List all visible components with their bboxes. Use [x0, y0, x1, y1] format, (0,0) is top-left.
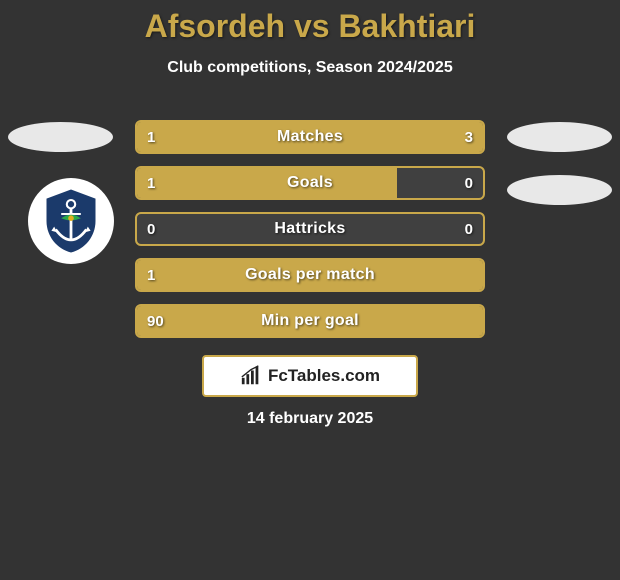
bar-goals: 1 Goals 0: [135, 166, 485, 200]
bar-label: Hattricks: [137, 214, 483, 244]
bar-right-value: 0: [455, 214, 483, 244]
player-right-oval-1: [507, 122, 612, 152]
bar-right-value: 3: [455, 122, 483, 152]
bar-label: Goals: [137, 168, 483, 198]
attribution-text: FcTables.com: [268, 366, 380, 386]
bar-label: Min per goal: [137, 306, 483, 336]
player-right-oval-2: [507, 175, 612, 205]
bar-min-per-goal: 90 Min per goal: [135, 304, 485, 338]
attribution-link[interactable]: FcTables.com: [202, 355, 418, 397]
club-badge: [28, 178, 114, 264]
bar-goals-per-match: 1 Goals per match: [135, 258, 485, 292]
bar-right-value: [463, 260, 483, 290]
date: 14 february 2025: [0, 410, 620, 428]
bar-label: Matches: [137, 122, 483, 152]
stat-bars: 1 Matches 3 1 Goals 0 0 Hattricks 0 1 Go…: [135, 120, 485, 350]
bar-label: Goals per match: [137, 260, 483, 290]
subtitle: Club competitions, Season 2024/2025: [0, 59, 620, 77]
bar-right-value: [463, 306, 483, 336]
bar-hattricks: 0 Hattricks 0: [135, 212, 485, 246]
bar-chart-icon: [240, 365, 262, 387]
page-title: Afsordeh vs Bakhtiari: [0, 0, 620, 45]
player-left-oval: [8, 122, 113, 152]
bar-matches: 1 Matches 3: [135, 120, 485, 154]
bar-right-value: 0: [455, 168, 483, 198]
anchor-shield-icon: [36, 186, 106, 256]
